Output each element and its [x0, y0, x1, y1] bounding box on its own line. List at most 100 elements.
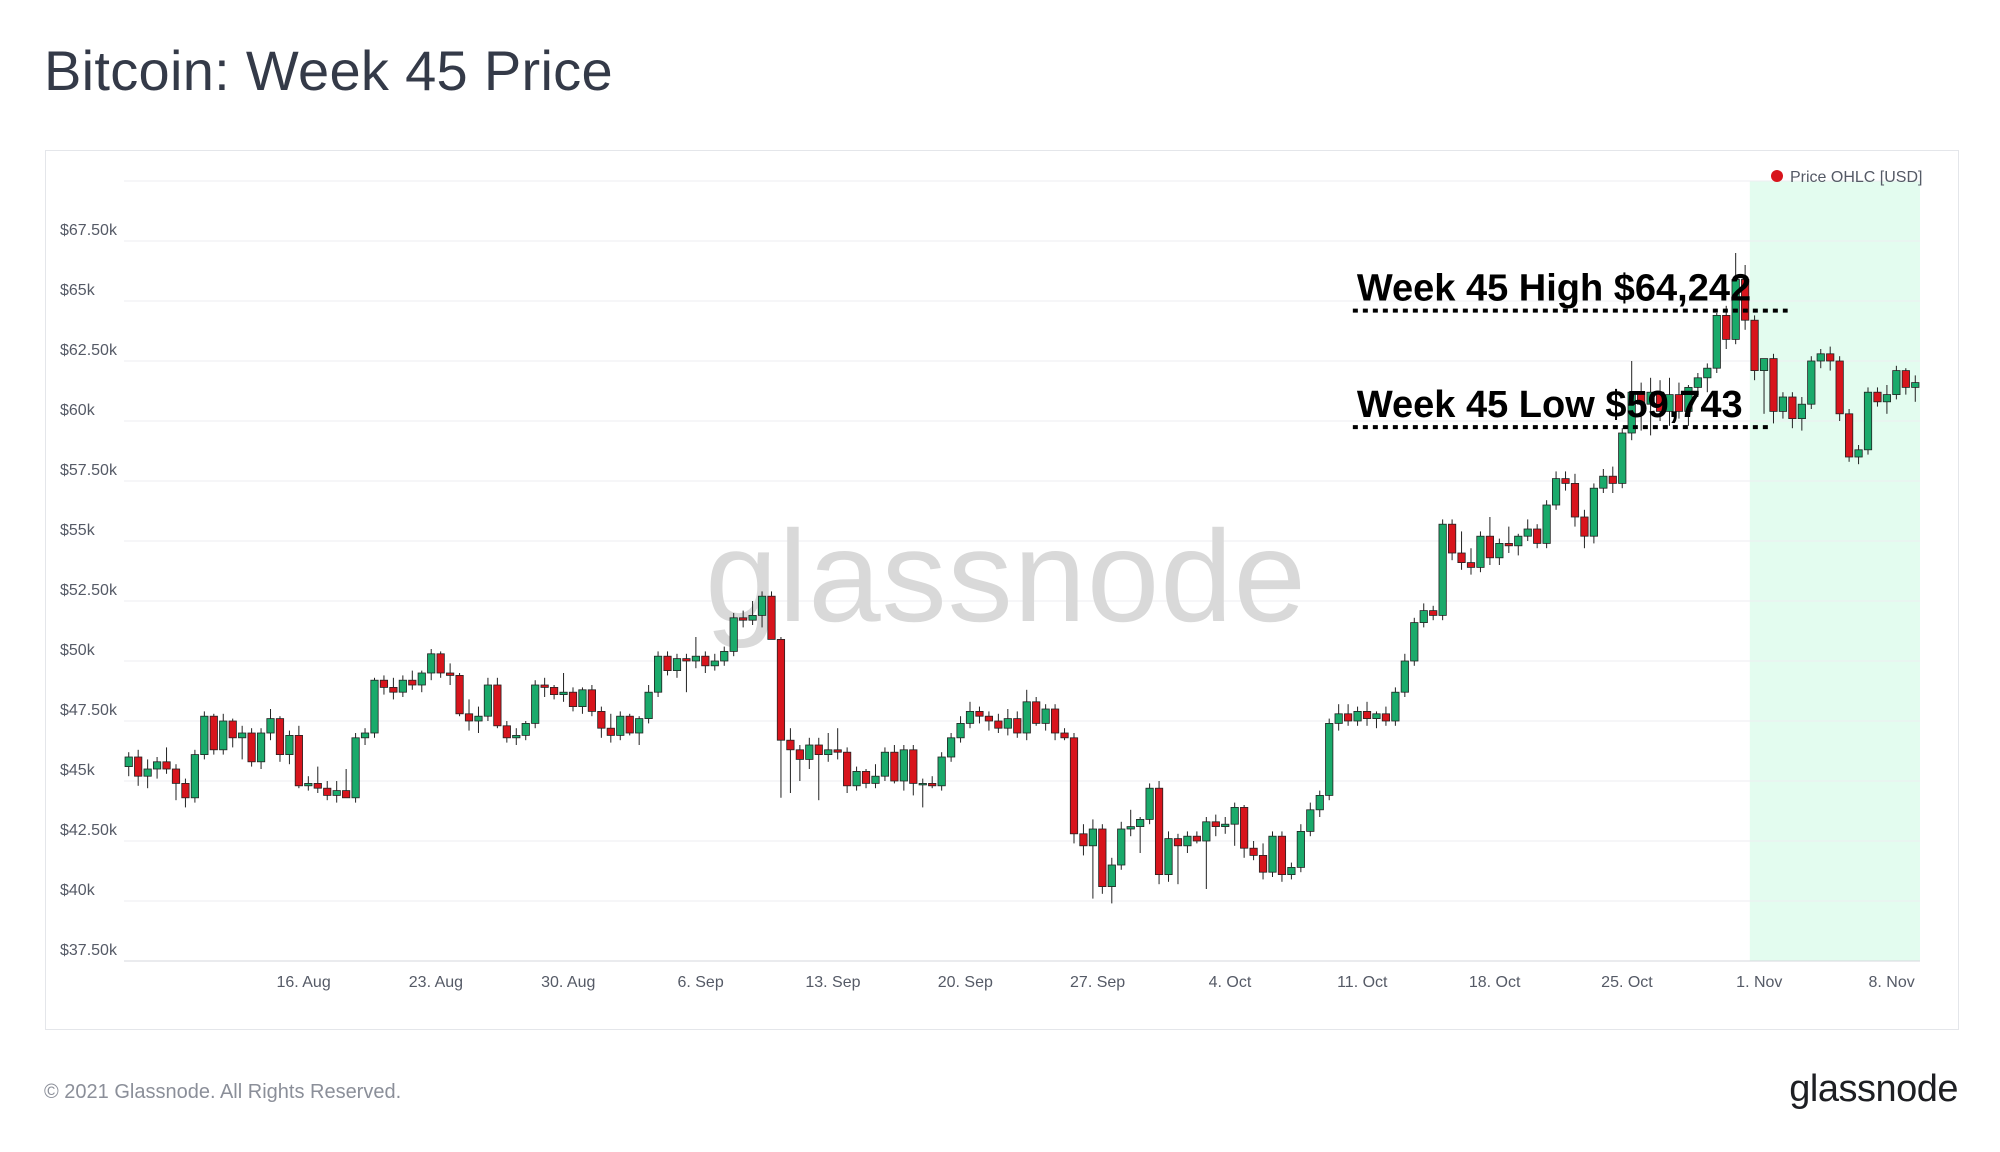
candle-body [1306, 809, 1315, 832]
candle-body [351, 737, 360, 799]
candle [389, 677, 398, 700]
candle [323, 781, 332, 801]
candle [1022, 689, 1031, 741]
candle-body [1249, 847, 1258, 856]
candle-body [587, 689, 596, 712]
brand-logo[interactable]: glassnode [1789, 1068, 1958, 1110]
y-tick-label: $45k [60, 762, 96, 779]
candle-body [1079, 833, 1088, 847]
candle [1098, 824, 1107, 894]
candle-body [701, 655, 710, 667]
candle-body [446, 672, 455, 676]
candle-body [559, 691, 568, 696]
candle-body [984, 715, 994, 722]
candle-body [568, 691, 578, 708]
candle-body [332, 790, 341, 796]
candle [1457, 531, 1466, 570]
legend-dot [1771, 170, 1783, 182]
candle [1003, 709, 1012, 736]
candle [1523, 519, 1532, 541]
candle-body [171, 768, 181, 784]
week-low-label: Week 45 Low $59,743 [1357, 384, 1743, 426]
candle [1079, 824, 1088, 856]
candle [918, 778, 927, 808]
candle [483, 677, 493, 721]
candle-body [427, 653, 436, 674]
x-tick-label: 16. Aug [276, 974, 330, 991]
candle-body [947, 737, 956, 758]
candle-body [1268, 835, 1277, 873]
price-chart[interactable]: $37.50k $40k $42.50k $45k $47.50k $50k $52.50k… [46, 151, 1960, 1031]
candle-body [1769, 358, 1778, 412]
candle [1202, 817, 1211, 889]
candle-body [1637, 391, 1646, 405]
candle-body [1457, 552, 1466, 564]
candle [937, 752, 946, 791]
candle-body [1296, 831, 1305, 868]
candle-body [1485, 535, 1494, 559]
y-tick-label: $60k [60, 402, 96, 419]
y-tick-label: $65k [60, 282, 96, 299]
highlight-band [1749, 181, 1920, 961]
candle-body [852, 771, 861, 787]
candle-body [1126, 826, 1135, 830]
candle-body [474, 715, 483, 722]
candle [748, 601, 757, 625]
candle-body [890, 751, 899, 782]
candle [975, 706, 984, 724]
candle [871, 764, 880, 789]
candle-body [644, 691, 653, 720]
candle [1684, 385, 1693, 426]
candle-body [767, 595, 776, 640]
candle-body [606, 727, 615, 736]
y-tick-label: $67.50k [60, 222, 118, 239]
candle-body [370, 679, 379, 734]
candle [285, 730, 294, 765]
candle-body [1466, 562, 1476, 568]
candle [379, 675, 389, 695]
candle-body [1192, 835, 1201, 842]
candle-body [1391, 691, 1400, 722]
candle-body [1353, 711, 1362, 722]
candle-body [1854, 449, 1863, 458]
candle [1362, 701, 1372, 726]
candle [427, 649, 436, 681]
candle-body [1362, 711, 1372, 720]
candle [1741, 265, 1750, 330]
candle [833, 728, 842, 760]
candle [795, 745, 804, 781]
candle-body [1315, 795, 1324, 811]
candle [1419, 603, 1428, 628]
candle [814, 737, 823, 801]
candle-body [1381, 713, 1391, 722]
candle-body [266, 718, 275, 734]
candle [304, 776, 313, 791]
candle-body [786, 739, 795, 751]
candle-body [521, 723, 530, 736]
candle [502, 721, 511, 743]
candle [209, 713, 218, 755]
week-high-label: Week 45 High $64,242 [1357, 268, 1751, 310]
x-tick-label: 18. Oct [1469, 974, 1521, 991]
candle [1769, 353, 1778, 424]
candle [1816, 349, 1825, 369]
candle-body [483, 684, 493, 717]
candle [616, 711, 625, 741]
candle [625, 713, 634, 736]
candle [417, 670, 426, 693]
candle-body [1807, 360, 1816, 405]
candle-body [1230, 807, 1239, 825]
candle-body [1032, 701, 1041, 724]
candle [559, 673, 568, 702]
candle-body [1334, 713, 1343, 724]
candle [1854, 445, 1863, 465]
candle [701, 651, 710, 673]
candle-body [190, 754, 199, 799]
candle [360, 728, 370, 745]
candle-body [1627, 391, 1636, 434]
candle [162, 747, 171, 774]
candle [1164, 831, 1173, 882]
candle [984, 711, 994, 731]
candle [436, 651, 445, 678]
candle [909, 745, 918, 796]
